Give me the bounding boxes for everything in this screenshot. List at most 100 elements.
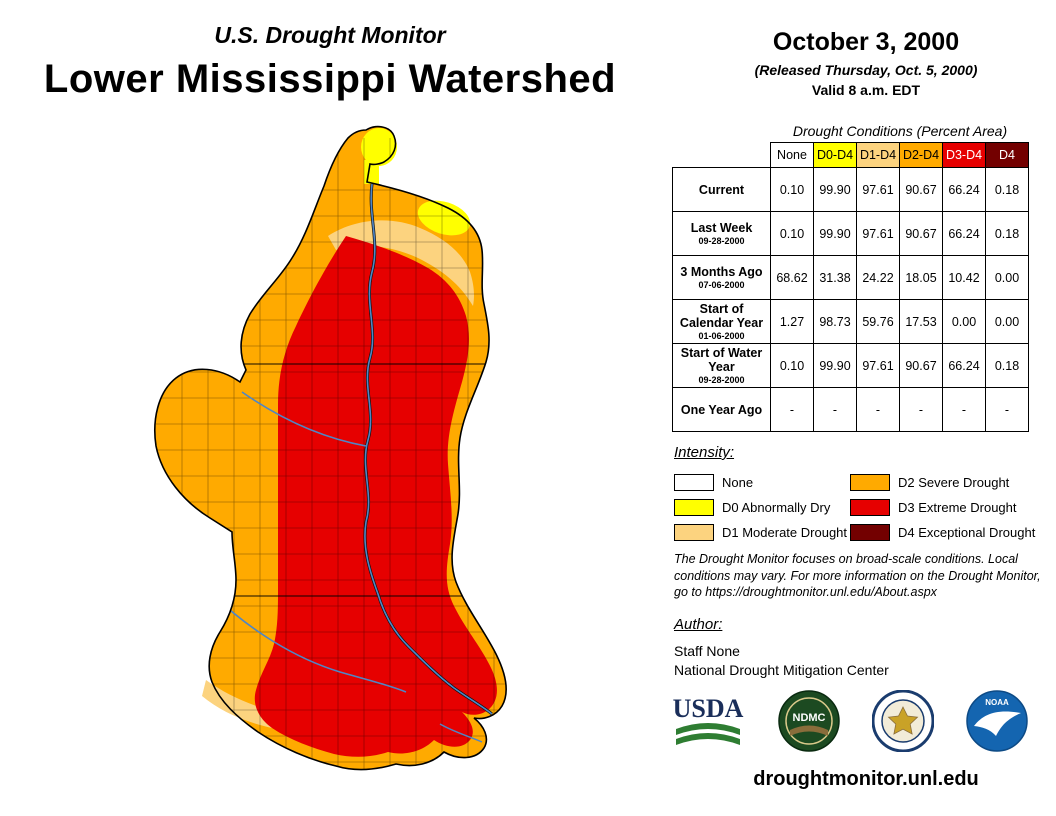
noaa-logo: NOAA xyxy=(966,690,1028,752)
map-region-d3 xyxy=(254,236,497,757)
table-row: 3 Months Ago 07-06-2000 68.62 31.38 24.2… xyxy=(672,255,1029,300)
table-cell: 59.76 xyxy=(856,299,900,344)
usda-swoosh-icon xyxy=(676,733,740,745)
release-date: October 3, 2000 xyxy=(772,28,960,56)
drought-map xyxy=(142,124,542,790)
program-title: U.S. Drought Monitor xyxy=(214,22,446,48)
col-header-d1-d4: D1-D4 xyxy=(856,142,900,168)
table-cell: 66.24 xyxy=(942,167,986,212)
table-cell: 90.67 xyxy=(899,167,943,212)
table-cell: 0.10 xyxy=(770,211,814,256)
mississippi-river-line xyxy=(211,183,493,743)
row-label: Current xyxy=(672,167,771,212)
commerce-eagle-icon xyxy=(887,706,919,735)
table-corner-cell xyxy=(672,142,771,168)
table-cell: 17.53 xyxy=(899,299,943,344)
table-cell: - xyxy=(813,387,857,432)
table-cell: 99.90 xyxy=(813,167,857,212)
d1-swatch xyxy=(674,524,714,541)
release-note: (Released Thursday, Oct. 5, 2000) xyxy=(754,62,978,78)
table-cell: 0.18 xyxy=(985,211,1029,256)
red-river-line xyxy=(211,593,407,693)
legend-item-d3: D3 Extreme Drought xyxy=(850,495,1046,520)
table-row: Current 0.10 99.90 97.61 90.67 66.24 0.1… xyxy=(672,167,1029,212)
usda-logo: USDA xyxy=(673,694,744,745)
watershed-outline xyxy=(154,125,508,771)
table-cell: 0.00 xyxy=(942,299,986,344)
d3-swatch xyxy=(850,499,890,516)
noaa-wordmark: NOAA xyxy=(985,698,1009,707)
usda-swoosh-icon xyxy=(676,723,740,735)
row-label: Start of Water Year 09-28-2000 xyxy=(672,343,771,388)
table-cell: 0.18 xyxy=(985,167,1029,212)
intensity-legend: Intensity: None D0 Abnormally Dry D1 Mod… xyxy=(674,444,1046,545)
d4-swatch xyxy=(850,524,890,541)
d2-swatch xyxy=(850,474,890,491)
map-region-d0-northeast xyxy=(417,200,471,236)
legend-item-d1: D1 Moderate Drought xyxy=(674,520,850,545)
table-cell: 90.67 xyxy=(899,211,943,256)
row-label: 3 Months Ago 07-06-2000 xyxy=(672,255,771,300)
legend-item-none: None xyxy=(674,470,850,495)
ndmc-logo: NDMC xyxy=(778,690,840,752)
drought-conditions-table: Drought Conditions (Percent Area) None D… xyxy=(672,123,1030,432)
table-title: Drought Conditions (Percent Area) xyxy=(792,123,1008,139)
legend-item-d2: D2 Severe Drought xyxy=(850,470,1046,495)
agency-logos: USDA NDMC NOAA xyxy=(670,690,1028,752)
table-cell: 0.10 xyxy=(770,343,814,388)
col-header-d4: D4 xyxy=(985,142,1029,168)
table-cell: 68.62 xyxy=(770,255,814,300)
legend-item-d0: D0 Abnormally Dry xyxy=(674,495,850,520)
table-cell: 1.27 xyxy=(770,299,814,344)
row-label: Last Week 09-28-2000 xyxy=(672,211,771,256)
author-org: National Drought Mitigation Center xyxy=(674,661,889,678)
table-row: One Year Ago - - - - - - xyxy=(672,387,1029,432)
table-row: Last Week 09-28-2000 0.10 99.90 97.61 90… xyxy=(672,211,1029,256)
d0-swatch xyxy=(674,499,714,516)
none-swatch xyxy=(674,474,714,491)
table-cell: 0.00 xyxy=(985,299,1029,344)
ndmc-field-icon xyxy=(790,725,828,736)
table-row: Start of Calendar Year 01-06-2000 1.27 9… xyxy=(672,299,1029,344)
author-name: Staff None xyxy=(674,643,740,659)
noaa-gull-icon xyxy=(974,711,1021,736)
usda-wordmark: USDA xyxy=(673,694,744,723)
row-label: One Year Ago xyxy=(672,387,771,432)
site-url: droughtmonitor.unl.edu xyxy=(753,768,979,790)
table-cell: - xyxy=(770,387,814,432)
table-cell: - xyxy=(856,387,900,432)
ndmc-wordmark: NDMC xyxy=(793,712,826,724)
table-cell: - xyxy=(985,387,1029,432)
table-cell: - xyxy=(899,387,943,432)
table-cell: 66.24 xyxy=(942,211,986,256)
table-cell: 99.90 xyxy=(813,211,857,256)
page-title: Lower Mississippi Watershed xyxy=(43,57,617,101)
delta-channel-line xyxy=(439,723,483,743)
table-row: Start of Water Year 09-28-2000 0.10 99.9… xyxy=(672,343,1029,388)
tributary-river-line xyxy=(241,391,367,447)
table-cell: 98.73 xyxy=(813,299,857,344)
table-cell: 24.22 xyxy=(856,255,900,300)
table-cell: 66.24 xyxy=(942,343,986,388)
table-cell: - xyxy=(942,387,986,432)
table-cell: 99.90 xyxy=(813,343,857,388)
release-info: October 3, 2000 (Released Thursday, Oct.… xyxy=(688,28,1044,98)
ndmc-seal-icon xyxy=(778,690,840,752)
legend-item-d4: D4 Exceptional Drought xyxy=(850,520,1046,545)
table-cell: 10.42 xyxy=(942,255,986,300)
table-cell: 0.00 xyxy=(985,255,1029,300)
table-cell: 31.38 xyxy=(813,255,857,300)
valid-time: Valid 8 a.m. EDT xyxy=(811,82,921,98)
col-header-d2-d4: D2-D4 xyxy=(899,142,943,168)
table-header-row: None D0-D4 D1-D4 D2-D4 D3-D4 D4 xyxy=(672,142,1029,168)
author-title: Author: xyxy=(674,616,723,633)
watershed-map-svg xyxy=(154,125,508,771)
table-cell: 97.61 xyxy=(856,211,900,256)
author-block: Author: Staff None National Drought Miti… xyxy=(674,616,889,680)
table-cell: 0.10 xyxy=(770,167,814,212)
row-label: Start of Calendar Year 01-06-2000 xyxy=(672,299,771,344)
table-cell: 90.67 xyxy=(899,343,943,388)
table-cell: 18.05 xyxy=(899,255,943,300)
col-header-d0-d4: D0-D4 xyxy=(813,142,857,168)
